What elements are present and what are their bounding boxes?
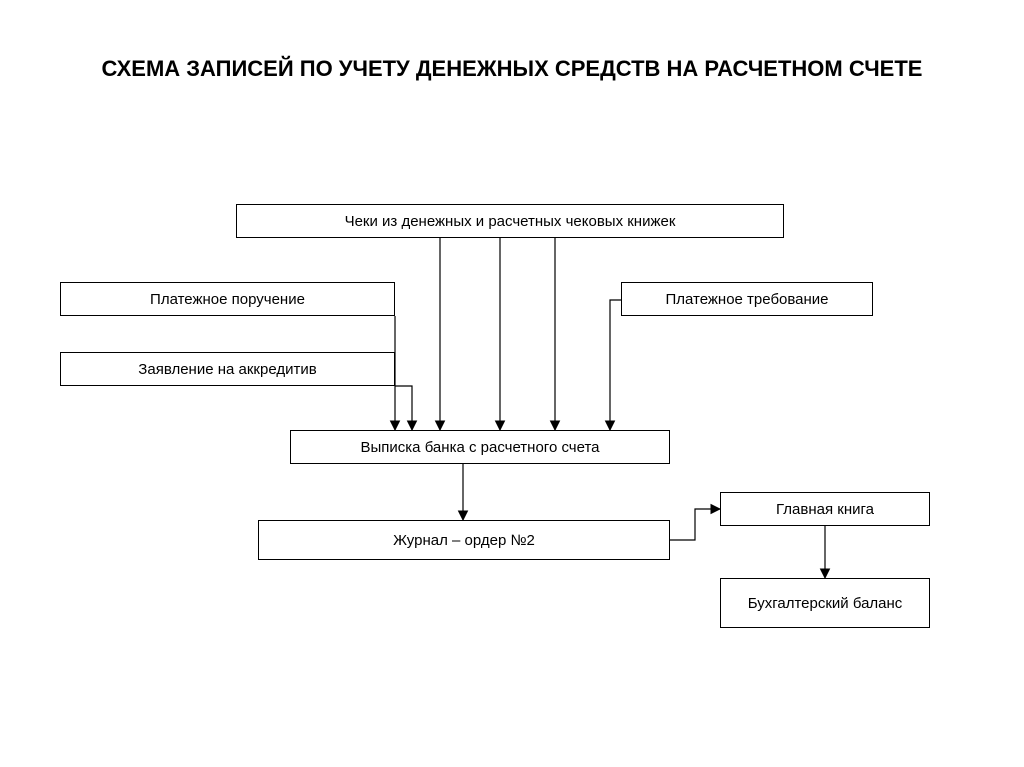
node-balance: Бухгалтерский баланс [720,578,930,628]
node-checks: Чеки из денежных и расчетных чековых кни… [236,204,784,238]
node-label: Выписка банка с расчетного счета [361,439,600,456]
node-payorder: Платежное поручение [60,282,395,316]
node-glavkn: Главная книга [720,492,930,526]
node-label: Главная книга [776,501,874,518]
node-accred: Заявление на аккредитив [60,352,395,386]
node-payreq: Платежное требование [621,282,873,316]
node-vypiska: Выписка банка с расчетного счета [290,430,670,464]
node-label: Журнал – ордер №2 [393,532,535,549]
node-label: Чеки из денежных и расчетных чековых кни… [345,213,676,230]
node-label: Заявление на аккредитив [138,361,316,378]
diagram-title: СХЕМА ЗАПИСЕЙ ПО УЧЕТУ ДЕНЕЖНЫХ СРЕДСТВ … [0,56,1024,82]
node-label: Платежное требование [665,291,828,308]
node-label: Бухгалтерский баланс [748,595,903,612]
node-journal: Журнал – ордер №2 [258,520,670,560]
node-label: Платежное поручение [150,291,305,308]
